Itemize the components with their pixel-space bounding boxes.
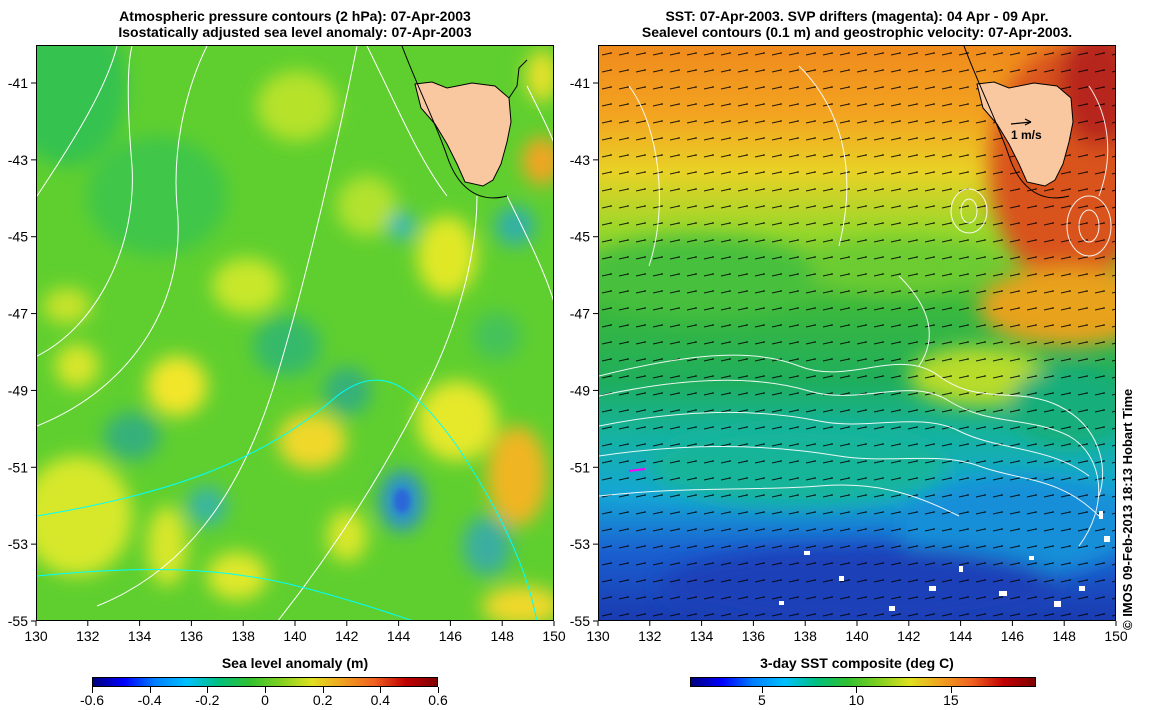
left-title-line2: Isostatically adjusted sea level anomaly… bbox=[118, 24, 472, 40]
left-lon-label: 146 bbox=[439, 628, 463, 644]
left-lat-label: -53 bbox=[8, 536, 28, 552]
right-lon-label: 132 bbox=[638, 628, 662, 644]
sla-field bbox=[37, 46, 553, 620]
right-lat-label: -43 bbox=[570, 152, 590, 168]
svp-drifter-track bbox=[628, 468, 646, 472]
right-lon-label: 144 bbox=[949, 628, 973, 644]
sla-colorbar-title: Sea level anomaly (m) bbox=[221, 655, 369, 671]
right-lat-label: -47 bbox=[570, 306, 590, 322]
sla-colorbar-tick-label: 0 bbox=[261, 692, 269, 708]
left-lon-label: 132 bbox=[76, 628, 100, 644]
left-lon-label: 144 bbox=[387, 628, 411, 644]
right-lon-label: 148 bbox=[1053, 628, 1077, 644]
left-title-line1: Atmospheric pressure contours (2 hPa): 0… bbox=[119, 8, 471, 24]
left-lat-label: -41 bbox=[8, 75, 28, 91]
tasmania-land-sst bbox=[963, 46, 1074, 199]
right-lon-label: 138 bbox=[794, 628, 818, 644]
sla-colorbar-tick-mark bbox=[149, 687, 151, 693]
left-lat-label: -43 bbox=[8, 152, 28, 168]
left-lat-label: -55 bbox=[8, 613, 28, 629]
cloud-mask bbox=[779, 511, 1110, 611]
left-lat-label: -51 bbox=[8, 459, 28, 475]
right-lat-label: -41 bbox=[570, 75, 590, 91]
sla-colorbar-tick-mark bbox=[265, 687, 266, 693]
tasmania-land bbox=[401, 46, 528, 199]
left-lon-label: 150 bbox=[542, 628, 566, 644]
pressure-contours-cyan bbox=[37, 379, 538, 620]
left-lon-label: 148 bbox=[491, 628, 515, 644]
right-lat-label: -49 bbox=[570, 382, 590, 398]
sst-colorbar-tick-mark bbox=[856, 687, 858, 693]
left-lat-label: -49 bbox=[8, 382, 28, 398]
pressure-contours bbox=[37, 46, 553, 620]
sla-colorbar-tick-label: -0.4 bbox=[137, 692, 162, 708]
right-lat-label: -55 bbox=[570, 613, 590, 629]
sst-colorbar-tick-label: 10 bbox=[848, 692, 865, 708]
sst-colorbar-tick-mark bbox=[950, 687, 952, 693]
sla-colorbar-tick-mark bbox=[322, 687, 324, 693]
right-lon-label: 140 bbox=[845, 628, 869, 644]
right-lat-label: -45 bbox=[570, 229, 590, 245]
sealevel-contours bbox=[599, 65, 1112, 547]
sla-colorbar-tick-label: -0.2 bbox=[195, 692, 220, 708]
left-lon-label: 130 bbox=[24, 628, 48, 644]
left-lon-label: 140 bbox=[283, 628, 307, 644]
sla-map-svg bbox=[37, 46, 553, 620]
velocity-scale-arrow: 1 m/s bbox=[1010, 118, 1042, 142]
sla-colorbar-tick-label: 0.2 bbox=[312, 692, 333, 708]
sla-colorbar-tick-mark bbox=[438, 687, 439, 693]
right-lat-label: -51 bbox=[570, 459, 590, 475]
imos-credit: © IMOS 09-Feb-2013 18:13 Hobart Time bbox=[1120, 388, 1135, 630]
left-lat-label: -45 bbox=[8, 229, 28, 245]
right-lon-label: 134 bbox=[690, 628, 714, 644]
left-lon-label: 142 bbox=[335, 628, 359, 644]
sst-colorbar-tick-label: 5 bbox=[757, 692, 766, 708]
sst-colorbar-tick-mark bbox=[761, 687, 763, 693]
right-title-line2: Sealevel contours (0.1 m) and geostrophi… bbox=[641, 24, 1073, 40]
sla-minimum bbox=[394, 489, 410, 513]
left-lon-label: 138 bbox=[232, 628, 256, 644]
sst-map-svg: 1 m/s bbox=[599, 46, 1115, 620]
sla-colorbar-tick-mark bbox=[92, 687, 93, 693]
sla-colorbar-tick-mark bbox=[380, 687, 382, 693]
sla-colorbar-tick-label: -0.6 bbox=[79, 692, 105, 708]
left-panel-title: Atmospheric pressure contours (2 hPa): 0… bbox=[36, 8, 554, 40]
velocity-scale-label: 1 m/s bbox=[1011, 128, 1042, 142]
left-lon-label: 136 bbox=[180, 628, 204, 644]
sla-colorbar-tick-label: 0.6 bbox=[428, 692, 448, 708]
right-lon-label: 146 bbox=[1001, 628, 1025, 644]
left-lat-label: -47 bbox=[8, 306, 28, 322]
sst-colorbar-tick-label: 15 bbox=[943, 692, 959, 708]
sla-colorbar-tick-label: 0.4 bbox=[370, 692, 391, 708]
right-lon-label: 150 bbox=[1104, 628, 1128, 644]
right-lat-label: -53 bbox=[570, 536, 590, 552]
sla-colorbar-tick-mark bbox=[207, 687, 209, 693]
right-lon-label: 142 bbox=[897, 628, 921, 644]
right-lon-label: 130 bbox=[586, 628, 610, 644]
sst-colorbar bbox=[690, 677, 1036, 687]
left-lon-label: 134 bbox=[128, 628, 152, 644]
sea-level-anomaly-map bbox=[36, 45, 554, 621]
sst-map: 1 m/s bbox=[598, 45, 1116, 621]
sla-colorbar bbox=[92, 677, 438, 687]
right-title-line1: SST: 07-Apr-2003. SVP drifters (magenta)… bbox=[665, 8, 1049, 24]
right-panel-title: SST: 07-Apr-2003. SVP drifters (magenta)… bbox=[598, 8, 1116, 40]
right-lon-label: 136 bbox=[742, 628, 766, 644]
sst-colorbar-title: 3-day SST composite (deg C) bbox=[760, 655, 954, 671]
